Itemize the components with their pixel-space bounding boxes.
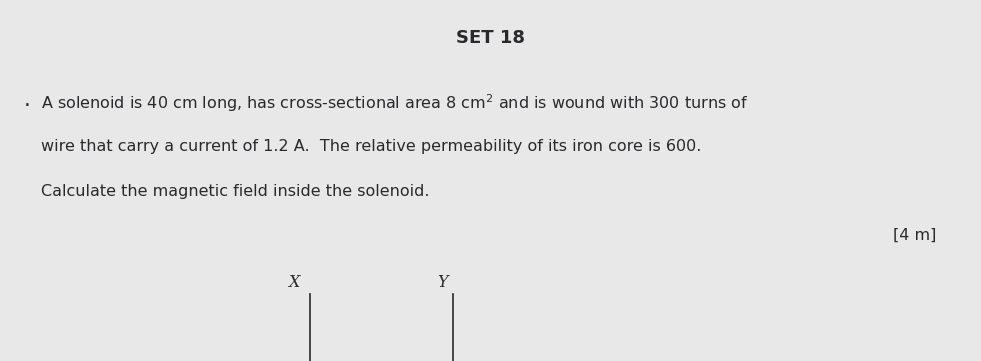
Text: Y: Y (437, 274, 447, 291)
Text: Calculate the magnetic field inside the solenoid.: Calculate the magnetic field inside the … (41, 184, 430, 199)
Text: SET 18: SET 18 (456, 29, 525, 47)
Text: wire that carry a current of 1.2 A.  The relative permeability of its iron core : wire that carry a current of 1.2 A. The … (41, 139, 701, 154)
Text: ·: · (24, 96, 31, 116)
Text: [4 m]: [4 m] (894, 227, 937, 243)
Text: X: X (287, 274, 299, 291)
Text: A solenoid is 40 cm long, has cross-sectional area 8 cm$^{2}$ and is wound with : A solenoid is 40 cm long, has cross-sect… (41, 92, 749, 114)
